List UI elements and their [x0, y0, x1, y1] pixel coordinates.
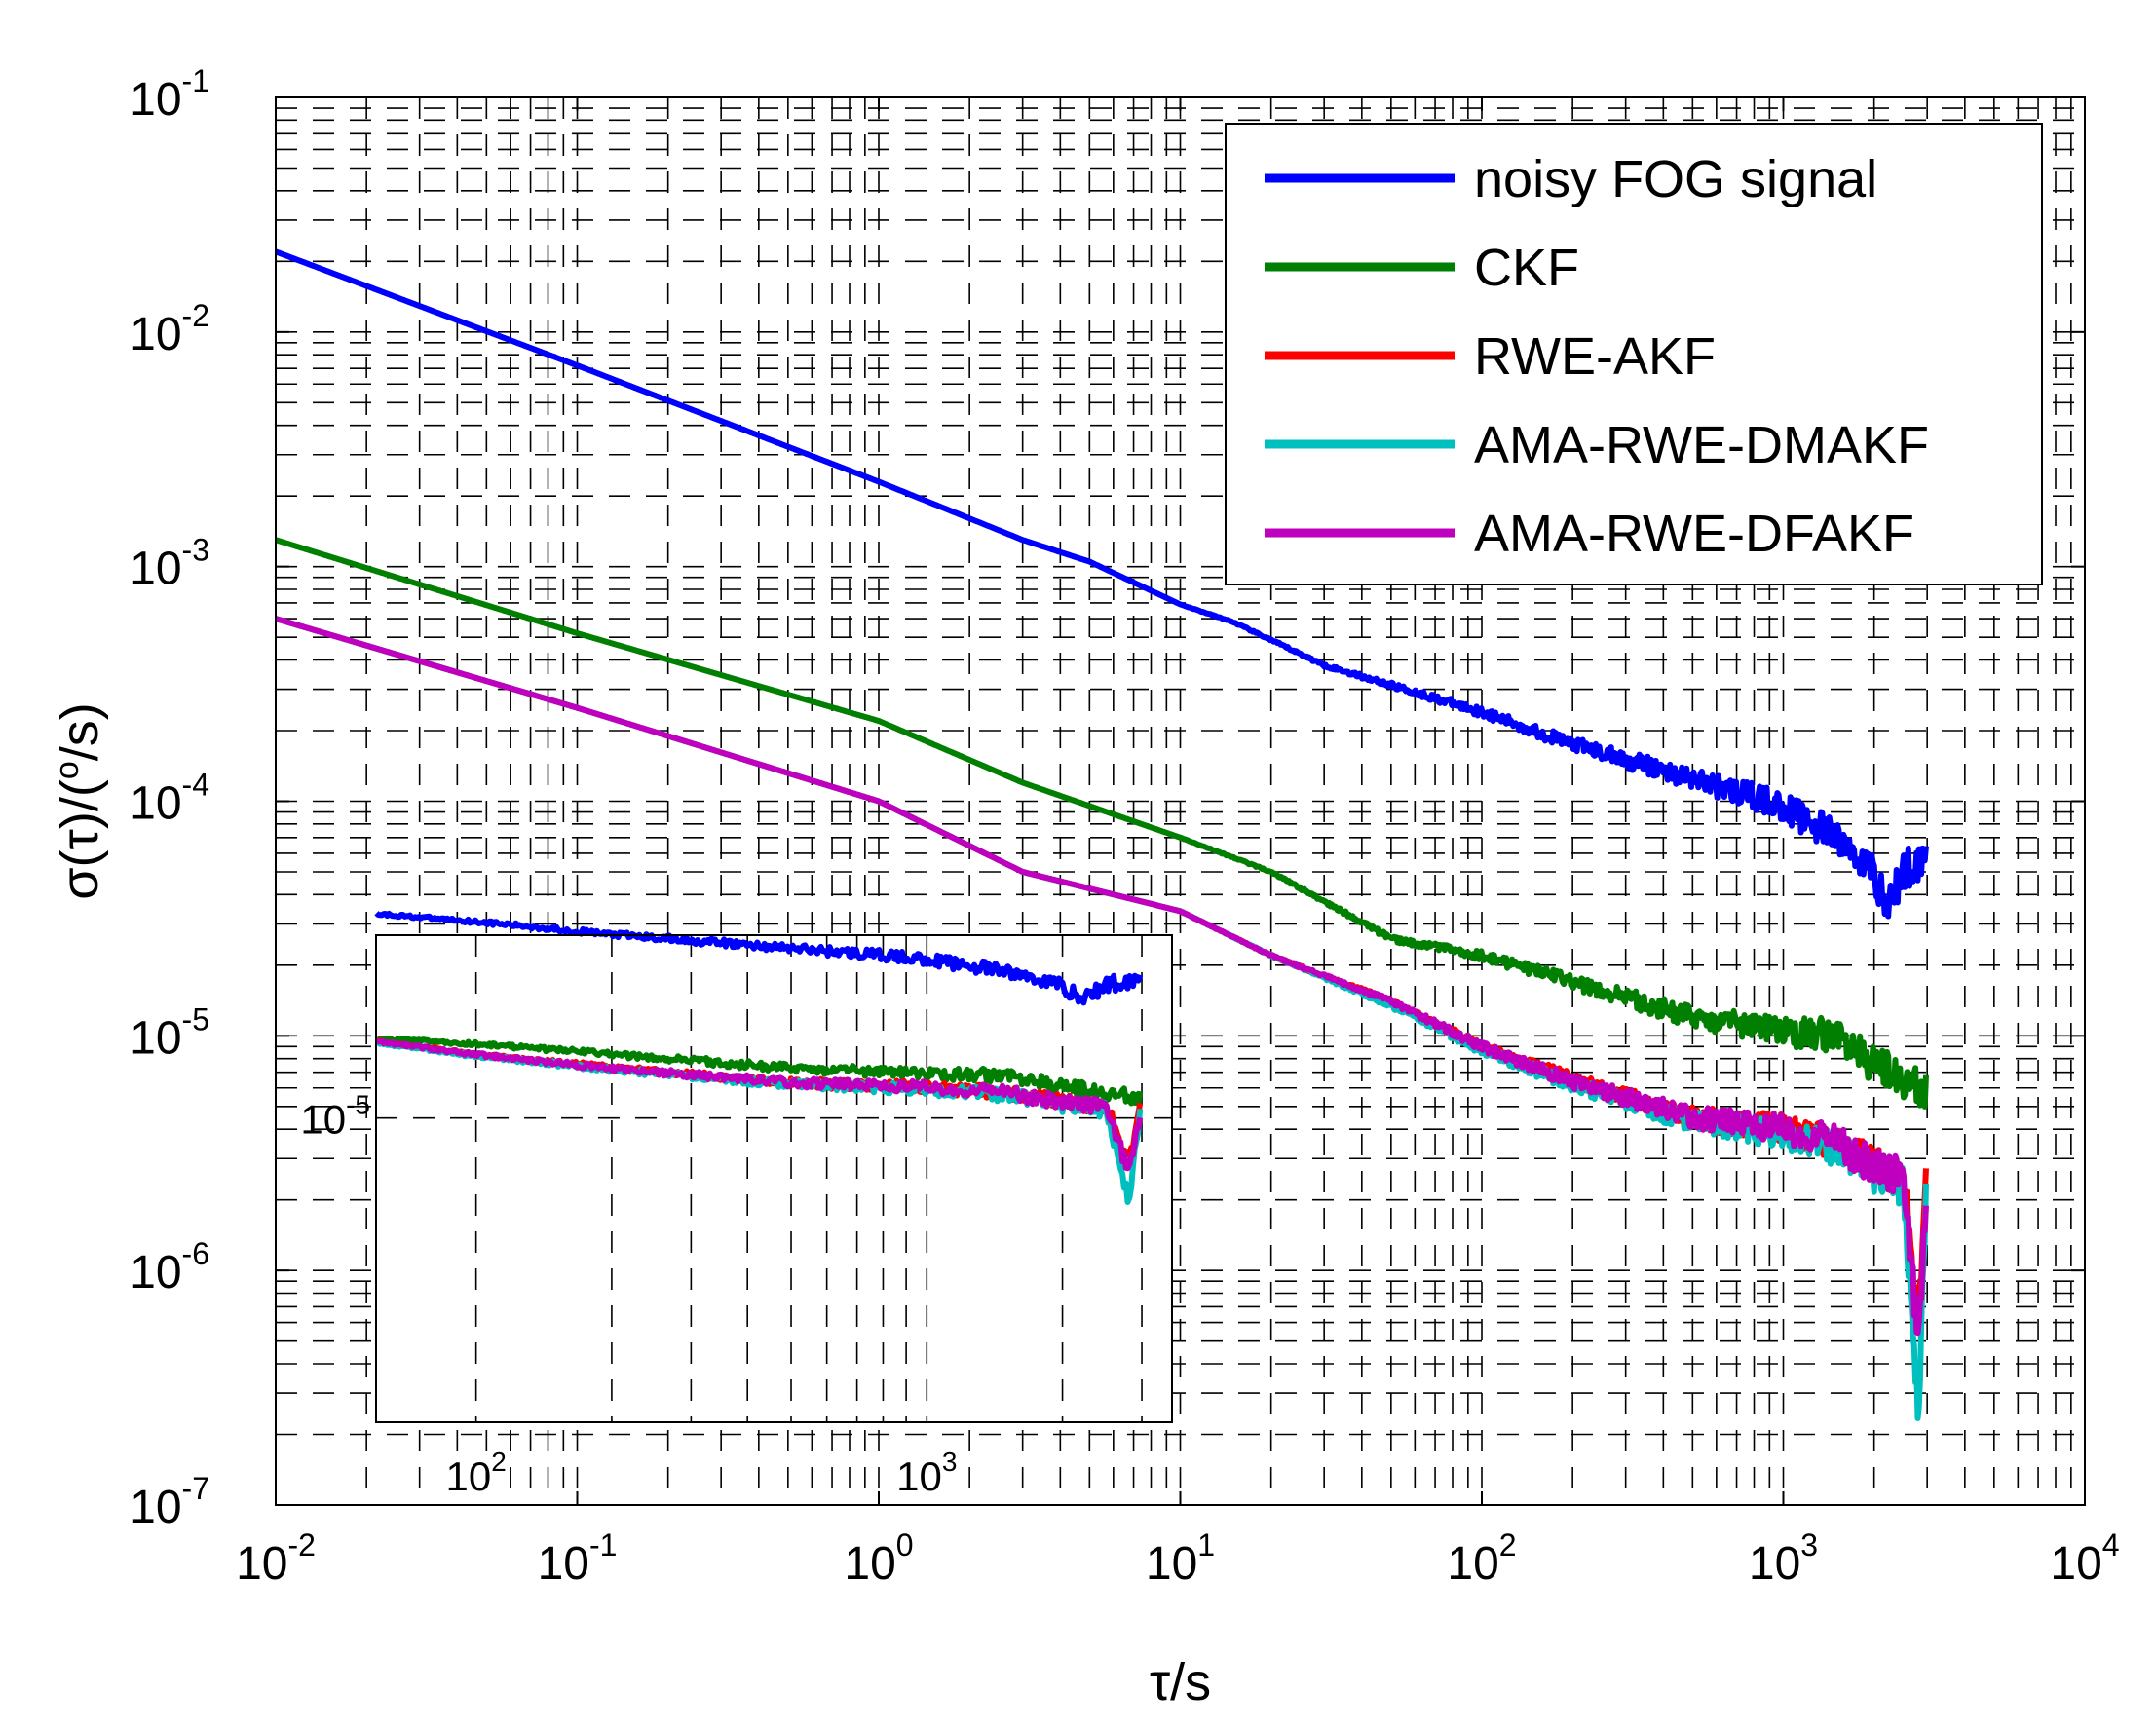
y-axis-label-prefix: σ(τ)/(: [51, 779, 109, 900]
legend-label: noisy FOG signal: [1474, 150, 1877, 208]
legend-item-ama-rwe-dfakf[interactable]: AMA-RWE-DFAKF: [1265, 505, 1914, 563]
x-tick-label: 101: [1146, 1527, 1215, 1590]
legend-item-noisy-fog-signal[interactable]: noisy FOG signal: [1265, 150, 1877, 208]
legend-item-ckf[interactable]: CKF: [1265, 239, 1579, 297]
series-line-ckf: [274, 537, 1929, 1110]
inset-series-line-ama-rwe-dfakf: [375, 1037, 1144, 1172]
x-tick-label: 104: [2050, 1527, 2119, 1590]
y-axis-label-suffix: /s): [51, 702, 109, 761]
inset-ticks: 102 103 10-5: [300, 1090, 957, 1499]
main-series-group: [274, 248, 1929, 1421]
y-tick-label: 10-7: [130, 1471, 209, 1533]
inset-frame: [375, 934, 1173, 1423]
y-axis-label-degree: o: [49, 761, 86, 779]
inset-series-group: [374, 910, 1144, 1205]
inset-x-tick-label: 103: [896, 1447, 957, 1499]
y-tick-label: 10-3: [130, 533, 209, 595]
legend-item-rwe-akf[interactable]: RWE-AKF: [1265, 327, 1716, 386]
y-tick-label: 10-5: [130, 1001, 209, 1064]
legend[interactable]: noisy FOG signal CKF RWE-AKF AMA-RWE-DMAKF A…: [1225, 123, 2043, 585]
y-tick-label: 10-2: [130, 298, 209, 360]
y-tick-label: 10-1: [130, 63, 209, 126]
inset-series-line-noisy-fog-signal: [374, 910, 1144, 1006]
legend-label: AMA-RWE-DFAKF: [1474, 505, 1914, 563]
legend-label: RWE-AKF: [1474, 327, 1716, 386]
series-line-ama-rwe-dfakf: [274, 616, 1929, 1337]
x-tick-label: 10-1: [538, 1527, 618, 1590]
inset-series-line-ckf: [375, 1036, 1144, 1107]
main-ticks: 10-2 10-1 100 101 102 103 104 10-7 10-6 10-5 10-4 1…: [130, 63, 2119, 1590]
inset-zoom-plot: 102 103 10-5: [300, 910, 1173, 1499]
legend-label: CKF: [1474, 239, 1579, 297]
inset-x-tick-label: 102: [445, 1447, 506, 1499]
x-axis-label: τ/s: [1150, 1653, 1211, 1712]
legend-label: AMA-RWE-DMAKF: [1474, 416, 1929, 474]
y-tick-label: 10-6: [130, 1236, 209, 1299]
legend-item-ama-rwe-dmakf[interactable]: AMA-RWE-DMAKF: [1265, 416, 1929, 474]
y-tick-label: 10-4: [130, 768, 209, 830]
x-tick-label: 10-2: [236, 1527, 316, 1590]
y-axis-label: σ(τ)/(o/s): [49, 702, 109, 900]
x-tick-label: 103: [1749, 1527, 1818, 1590]
x-tick-label: 100: [844, 1527, 913, 1590]
x-tick-label: 102: [1447, 1527, 1516, 1590]
inset-y-tick-label: 10-5: [300, 1090, 370, 1143]
inset-background: [376, 935, 1172, 1422]
series-line-noisy-fog-signal: [274, 248, 1929, 920]
inset-grid: [376, 935, 1172, 1422]
